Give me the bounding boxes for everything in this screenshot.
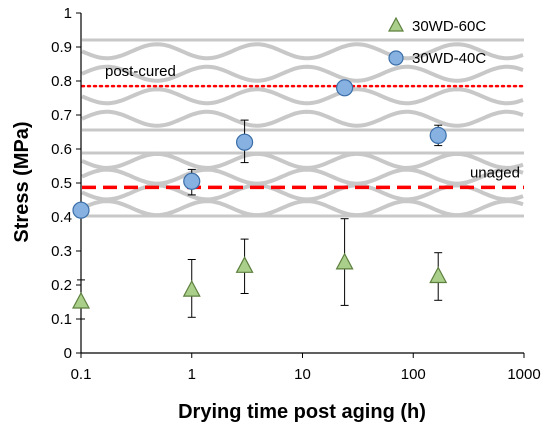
data-point-circle — [336, 79, 354, 97]
legend-label: 30WD-60C — [412, 18, 486, 35]
y-tick-label: 0.6 — [51, 141, 72, 158]
y-tick-label: 0.2 — [51, 277, 72, 294]
data-point-circle — [72, 201, 90, 219]
wave-background — [81, 38, 524, 218]
x-axis-title: Drying time post aging (h) — [178, 401, 426, 423]
y-axis-title: Stress (MPa) — [11, 121, 33, 242]
y-tick-label: 0.3 — [51, 243, 72, 260]
data-point-triangle — [429, 266, 448, 284]
data-point-circle — [429, 126, 447, 144]
data-point-circle — [183, 172, 201, 190]
y-tick-label: 0.9 — [51, 39, 72, 56]
post-cured-label: post-cured — [105, 63, 176, 80]
wave-line — [81, 199, 524, 218]
data-point-triangle — [335, 252, 354, 270]
y-tick-label: 0.7 — [51, 107, 72, 124]
data-point-triangle — [182, 279, 201, 297]
x-tick-label: 1 — [188, 366, 196, 383]
x-tick-label: 1000 — [507, 366, 540, 383]
x-tick-label: 0.1 — [71, 366, 92, 383]
legend-marker-circle — [388, 50, 404, 66]
wave-line — [81, 87, 524, 106]
legend-label: 30WD-40C — [412, 50, 486, 67]
wave-line — [81, 42, 524, 61]
x-tick-label: 10 — [294, 366, 311, 383]
y-tick-label: 0.4 — [51, 209, 72, 226]
data-point-circle — [235, 133, 254, 151]
tick-labels: 0 0.1 0.2 0.3 0.4 0.5 0.6 0.7 0.8 0.9 1 0.1 1 10 100 10… — [51, 5, 541, 383]
y-tick-label: 0.1 — [51, 311, 72, 328]
wave-line — [81, 151, 524, 170]
data-point-triangle — [72, 291, 90, 309]
x-tick-label: 100 — [401, 366, 426, 383]
y-tick-label: 0 — [64, 345, 72, 362]
y-tick-label: 0.8 — [51, 73, 72, 90]
reference-lines: post-cured unaged — [80, 63, 526, 190]
wave-line — [81, 109, 524, 128]
y-tick-label: 1 — [64, 5, 72, 22]
data-markers — [72, 79, 448, 309]
data-point-triangle — [235, 256, 254, 273]
wave-line — [81, 64, 524, 83]
legend: 30WD-60C 30WD-40C — [387, 16, 486, 67]
unaged-label: unaged — [470, 164, 520, 181]
error-bars — [77, 82, 443, 320]
y-tick-label: 0.5 — [51, 175, 72, 192]
wave-line — [81, 167, 524, 186]
legend-marker-triangle — [387, 16, 405, 32]
